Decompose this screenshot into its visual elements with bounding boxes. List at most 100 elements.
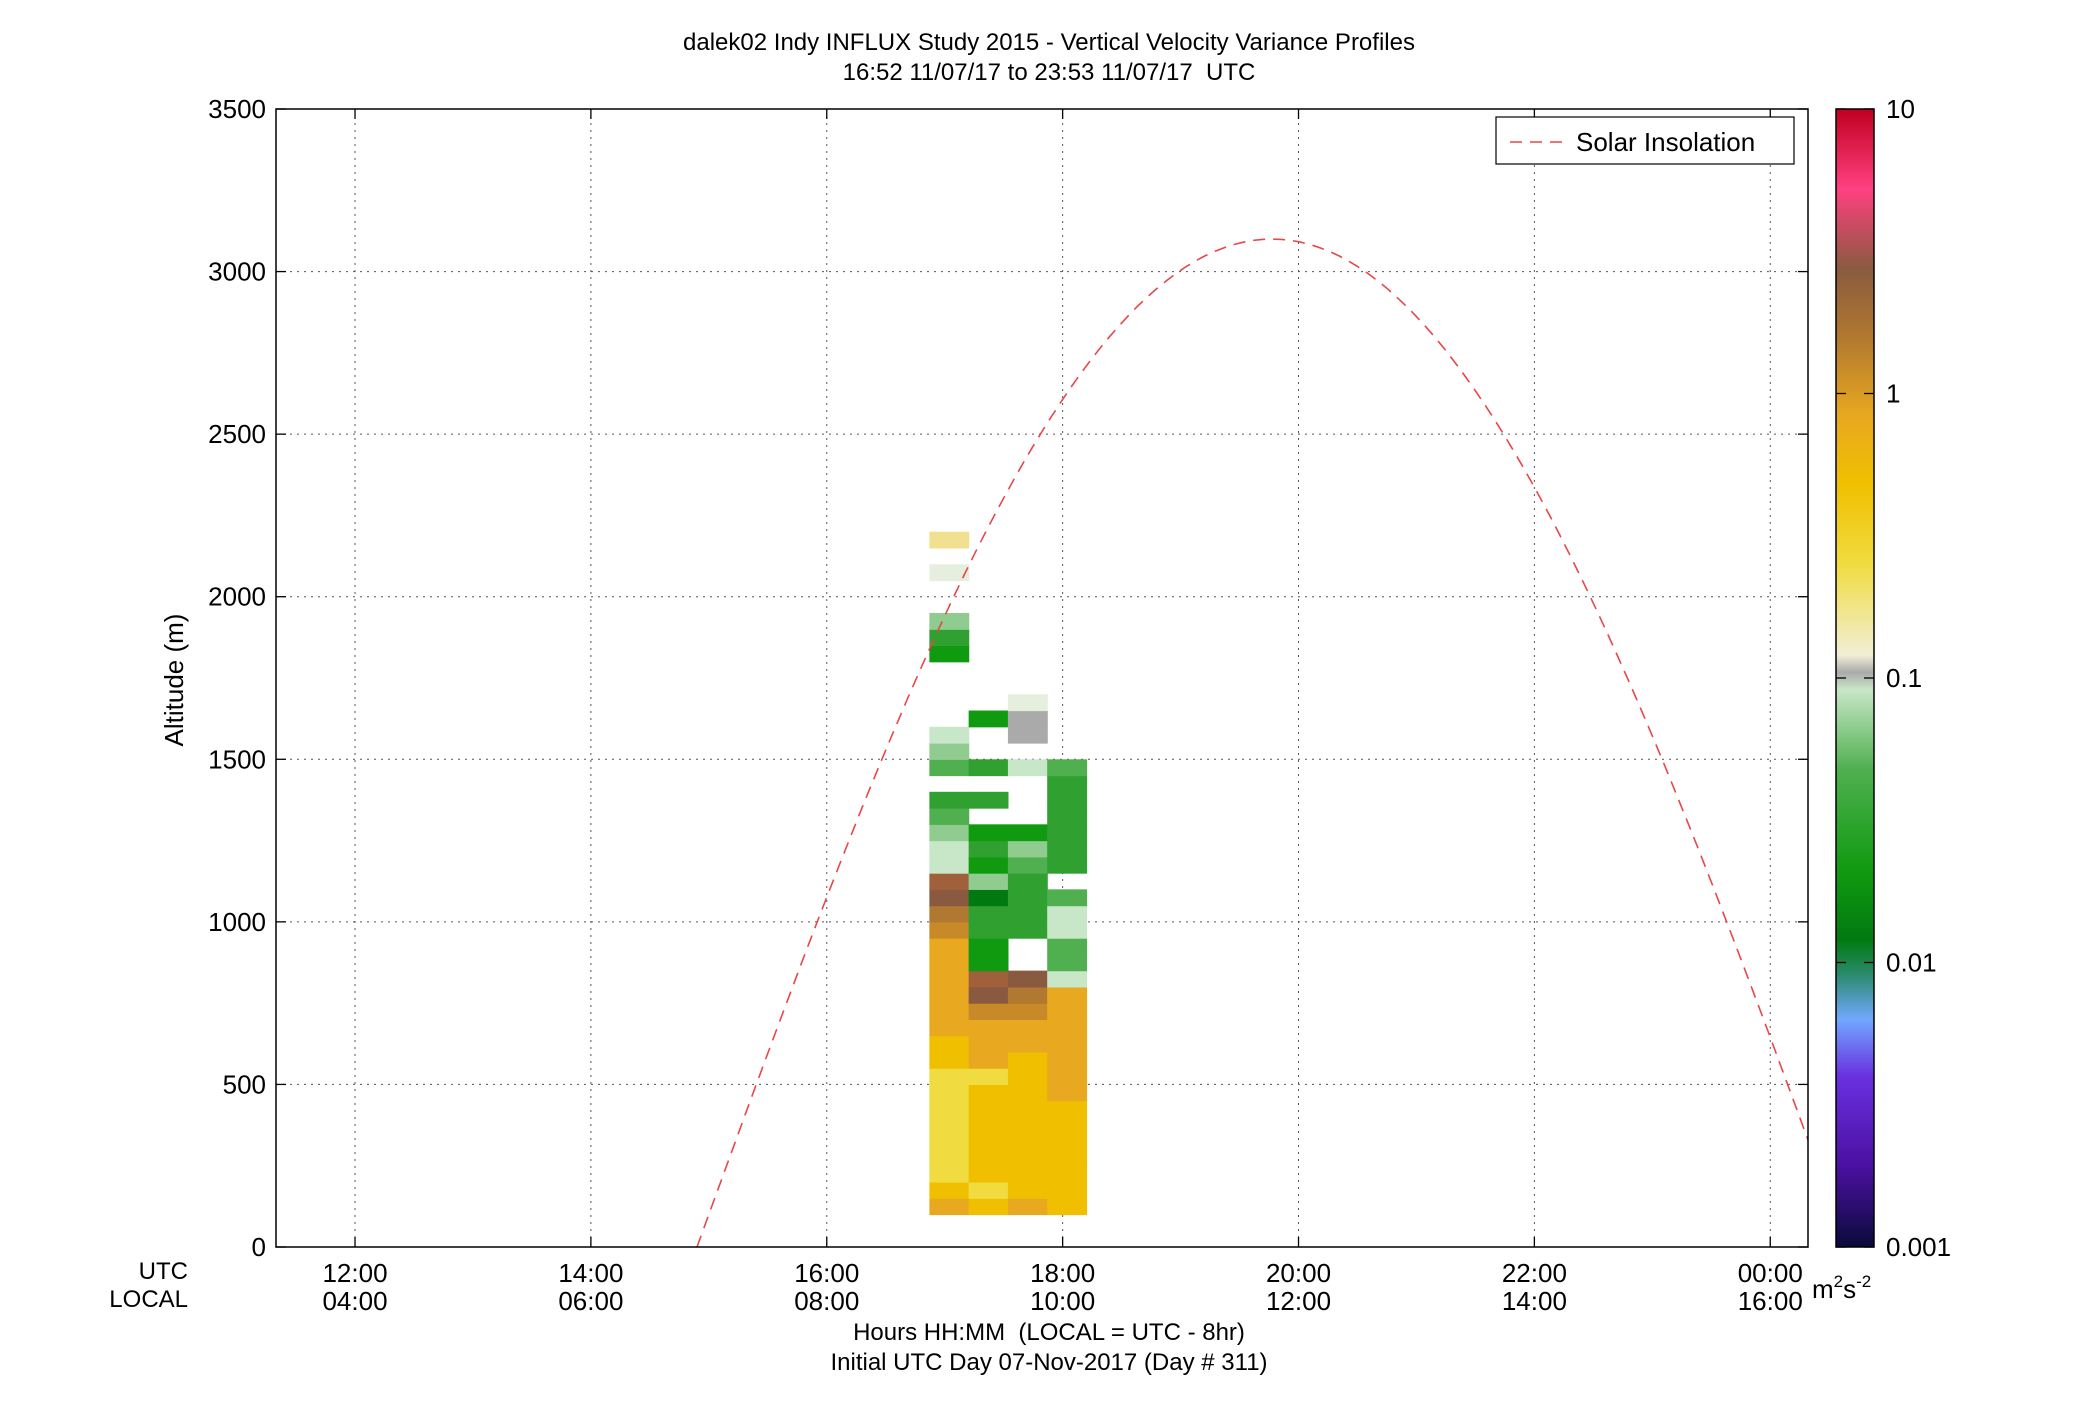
colorbar-tick-label: 10 xyxy=(1886,94,1915,124)
variance-cell xyxy=(968,856,1009,874)
variance-cell xyxy=(929,1198,970,1216)
legend: Solar Insolation xyxy=(1495,116,1795,165)
x-tick-label-local: 12:00 xyxy=(1266,1286,1331,1316)
variance-cell xyxy=(929,938,970,955)
variance-cell xyxy=(1047,889,1088,907)
x-tick-label-utc: 12:00 xyxy=(322,1258,387,1288)
variance-cell xyxy=(1047,808,1088,825)
variance-cell xyxy=(1047,921,1088,939)
variance-cell xyxy=(929,1100,970,1118)
variance-cell xyxy=(929,921,970,939)
variance-cell xyxy=(929,856,970,874)
variance-cell xyxy=(1007,1019,1048,1037)
colorbar-tick-label: 0.1 xyxy=(1886,663,1922,693)
variance-cell xyxy=(1007,1149,1048,1167)
variance-cell xyxy=(1047,1116,1088,1134)
legend-entry-solar: Solar Insolation xyxy=(1576,127,1755,157)
variance-cell xyxy=(1047,824,1088,842)
colorbar-tick-label: 0.01 xyxy=(1886,948,1937,978)
legend-box xyxy=(1495,116,1795,165)
variance-cell xyxy=(968,1116,1009,1134)
variance-cell xyxy=(968,1035,1009,1053)
variance-cell xyxy=(1007,986,1048,1004)
variance-cell xyxy=(1047,1051,1088,1069)
variance-cell xyxy=(1007,905,1048,923)
variance-cell xyxy=(1047,938,1088,955)
variance-cell xyxy=(1007,694,1048,712)
variance-cell xyxy=(1047,1100,1088,1118)
variance-cell xyxy=(968,1149,1009,1167)
variance-cell xyxy=(968,970,1009,988)
variance-cell xyxy=(1007,1116,1048,1134)
variance-cell xyxy=(968,710,1009,728)
variance-cell xyxy=(968,1133,1009,1151)
colorbar: 0.001 0.01 0.1 1 10 m2s-2 xyxy=(1812,94,1951,1304)
variance-cell xyxy=(929,970,970,988)
variance-cell xyxy=(968,889,1009,907)
variance-cell xyxy=(929,889,970,907)
variance-cell xyxy=(968,938,1009,955)
variance-cell xyxy=(1047,1133,1088,1151)
variance-cell xyxy=(929,791,970,809)
variance-cell xyxy=(1047,1198,1088,1216)
variance-cell xyxy=(1007,1051,1048,1069)
variance-cell xyxy=(929,954,970,972)
variance-cell xyxy=(1047,1068,1088,1086)
variance-cell xyxy=(1007,889,1048,907)
x-row-label-local: LOCAL xyxy=(109,1286,188,1313)
variance-cell xyxy=(929,808,970,825)
y-tick-label: 1500 xyxy=(208,744,266,774)
variance-cell xyxy=(1007,1181,1048,1199)
variance-cell xyxy=(968,791,1009,809)
plot-frame xyxy=(275,108,1809,1248)
variance-cell xyxy=(968,824,1009,842)
variance-cells xyxy=(929,531,1088,1216)
variance-cell xyxy=(968,1019,1009,1037)
y-tick-label: 2000 xyxy=(208,582,266,612)
variance-cell xyxy=(929,759,970,777)
variance-cell xyxy=(929,1003,970,1020)
variance-cell xyxy=(1007,1003,1048,1020)
variance-cell xyxy=(1047,856,1088,874)
variance-cell xyxy=(968,873,1009,890)
variance-cell xyxy=(1047,1035,1088,1053)
variance-cell xyxy=(929,905,970,923)
x-row-label-utc: UTC xyxy=(138,1258,188,1285)
variance-cell xyxy=(929,1019,970,1037)
x-tick-label-utc: 14:00 xyxy=(558,1258,623,1288)
y-tick-label: 0 xyxy=(252,1232,266,1262)
variance-cell xyxy=(1007,1133,1048,1151)
x-tick-label-local: 08:00 xyxy=(794,1286,859,1316)
variance-cell xyxy=(1047,905,1088,923)
variance-cell xyxy=(1007,1084,1048,1102)
variance-cell xyxy=(929,1165,970,1183)
y-tick-label: 2500 xyxy=(208,419,266,449)
y-tick-label: 500 xyxy=(223,1069,266,1099)
variance-cell xyxy=(1047,1181,1088,1199)
variance-cell xyxy=(968,921,1009,939)
variance-cell xyxy=(1007,726,1048,744)
x-tick-label-local: 14:00 xyxy=(1502,1286,1567,1316)
variance-cell xyxy=(1047,954,1088,972)
variance-cell xyxy=(929,726,970,744)
variance-cell xyxy=(929,1181,970,1199)
x-tick-label-utc: 18:00 xyxy=(1030,1258,1095,1288)
variance-cell xyxy=(1007,1035,1048,1053)
variance-cell xyxy=(968,1084,1009,1102)
chart-subtitle: 16:52 11/07/17 to 23:53 11/07/17 UTC xyxy=(842,59,1256,86)
variance-cell xyxy=(929,564,970,582)
colorbar-tick-label: 0.001 xyxy=(1886,1232,1951,1262)
y-tick-label: 3000 xyxy=(208,257,266,287)
colorbar-tick-label: 1 xyxy=(1886,379,1900,409)
variance-cell xyxy=(929,1051,970,1069)
variance-cell xyxy=(929,531,970,549)
y-axis-label: Altitude (m) xyxy=(159,614,189,747)
variance-cell xyxy=(968,1198,1009,1216)
x-axis-label-day: Initial UTC Day 07-Nov-2017 (Day # 311) xyxy=(830,1349,1268,1376)
variance-cell xyxy=(929,824,970,842)
variance-cell xyxy=(1047,970,1088,988)
variance-cell xyxy=(929,986,970,1004)
variance-cell xyxy=(1047,1019,1088,1037)
